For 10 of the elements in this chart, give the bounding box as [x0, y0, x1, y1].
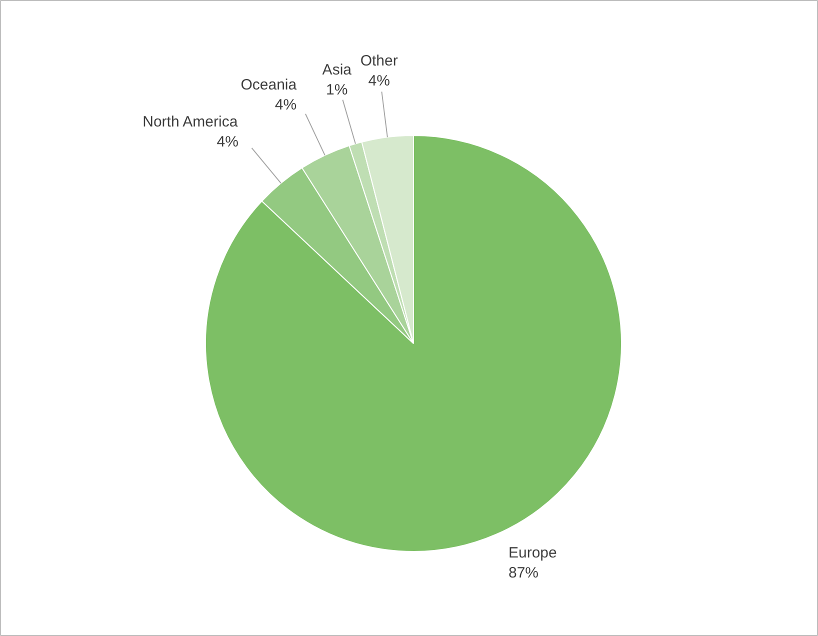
data-label: 87% [508, 564, 539, 582]
data-label: 4% [274, 96, 297, 114]
slice-label: Other [360, 52, 398, 70]
data-label: 4% [216, 133, 238, 150]
slice-label: Asia [322, 61, 352, 78]
slice-label: Oceania [240, 76, 298, 94]
data-label: 4% [368, 72, 390, 90]
data-label: 1% [326, 81, 348, 98]
slice-label: North America [142, 113, 238, 130]
slice-label: Europe [508, 544, 557, 562]
